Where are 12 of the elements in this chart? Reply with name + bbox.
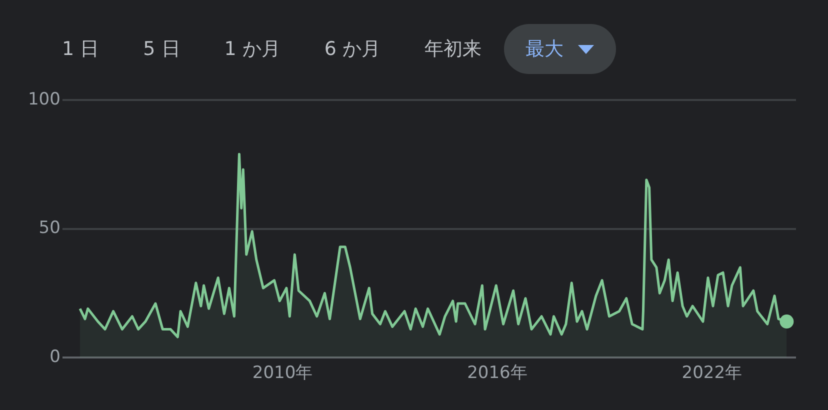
y-tick-label: 0	[50, 347, 60, 368]
y-tick-label: 50	[38, 218, 60, 238]
text: 1 か月	[224, 38, 280, 60]
text: 最大	[526, 37, 564, 62]
x-tick-label: 2010年	[252, 363, 313, 384]
x-tick-label: 2022年	[682, 363, 742, 384]
text: 年初来	[424, 38, 482, 60]
x-tick-label: 2016年	[467, 363, 528, 384]
text: 1 日	[62, 38, 100, 60]
text: 5 日	[143, 38, 180, 60]
text: 6 か月	[324, 38, 381, 60]
y-tick-label: 100	[28, 89, 60, 110]
